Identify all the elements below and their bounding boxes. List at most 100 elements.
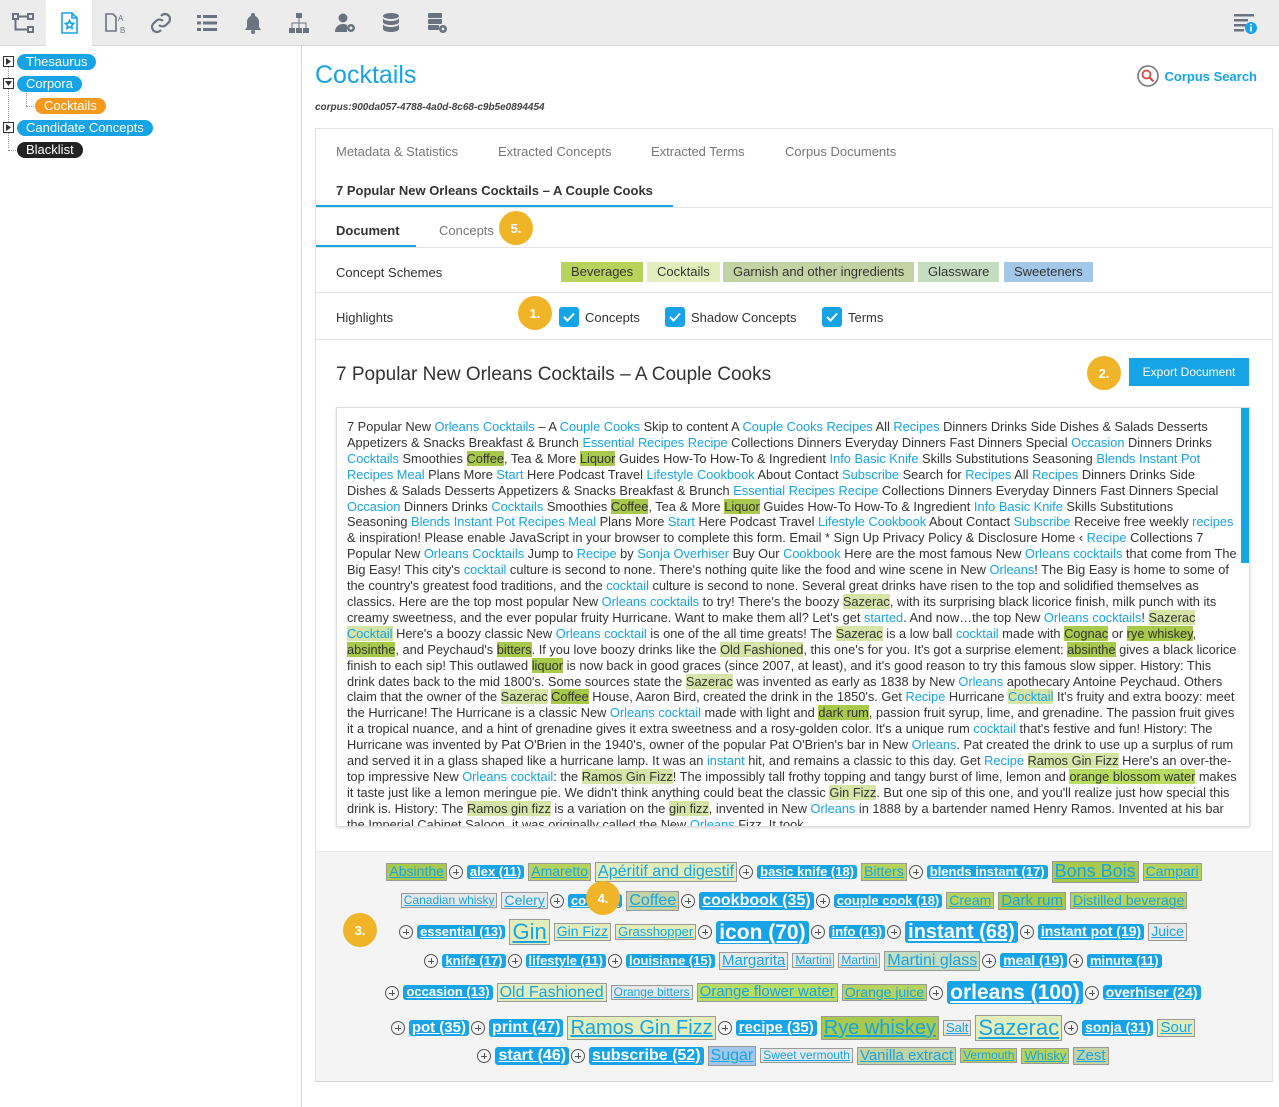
highlighted-term[interactable]: Meal bbox=[568, 514, 597, 530]
add-term-icon[interactable] bbox=[1068, 953, 1083, 968]
highlighted-term[interactable]: cocktails bbox=[650, 593, 700, 609]
highlighted-term[interactable]: instant bbox=[706, 753, 745, 769]
highlighted-term[interactable]: Lifestyle bbox=[817, 514, 865, 530]
document-scrollbar[interactable] bbox=[1241, 408, 1249, 563]
terms-checkbox[interactable]: Terms bbox=[822, 307, 883, 327]
info-list-icon[interactable] bbox=[1222, 0, 1268, 46]
tree-item-thesaurus[interactable]: Thesaurus bbox=[17, 54, 97, 70]
add-term-icon[interactable] bbox=[717, 1021, 732, 1036]
highlighted-term[interactable]: Cookbook bbox=[783, 546, 841, 562]
highlighted-term[interactable]: Coffee bbox=[551, 689, 589, 705]
concept-tag[interactable]: Zest bbox=[1073, 1046, 1109, 1066]
highlighted-term[interactable]: started bbox=[863, 609, 904, 625]
concept-tag[interactable]: Whisky bbox=[1021, 1047, 1070, 1064]
concept-tag[interactable]: Dark rum bbox=[998, 891, 1066, 911]
highlighted-term[interactable]: Essential bbox=[733, 482, 786, 498]
highlighted-term[interactable]: Couple Cooks bbox=[742, 419, 823, 434]
concept-tag[interactable]: Bons Bois bbox=[1051, 861, 1139, 883]
term-tag[interactable]: minute (11) bbox=[1086, 953, 1162, 968]
export-document-button[interactable]: Export Document bbox=[1129, 358, 1249, 386]
concept-tag[interactable]: Campari bbox=[1142, 863, 1202, 881]
add-term-icon[interactable] bbox=[549, 893, 564, 908]
highlighted-term[interactable]: Cocktails bbox=[347, 450, 399, 466]
term-tag[interactable]: subscribe (52) bbox=[589, 1047, 704, 1065]
highlighted-term[interactable]: Sazerac bbox=[685, 673, 733, 689]
concept-tag[interactable]: Rye whiskey bbox=[820, 1016, 939, 1041]
tab-document-title[interactable]: 7 Popular New Orleans Cocktails – A Coup… bbox=[336, 183, 653, 198]
highlighted-term[interactable]: Ramos gin fizz bbox=[466, 800, 551, 816]
highlighted-term[interactable]: Recipe bbox=[984, 753, 1024, 769]
scheme-chip-garnish[interactable]: Garnish and other ingredients bbox=[723, 262, 915, 282]
sitemap-icon[interactable] bbox=[0, 0, 46, 46]
link-icon[interactable] bbox=[138, 0, 184, 46]
highlighted-term[interactable]: Essential bbox=[582, 434, 635, 450]
term-tag[interactable]: meal (19) bbox=[1000, 952, 1067, 969]
highlighted-term[interactable]: Recipes bbox=[347, 466, 394, 482]
concept-tag[interactable]: Sazerac bbox=[975, 1015, 1063, 1042]
term-tag[interactable]: recipe (35) bbox=[735, 1019, 817, 1037]
user-settings-icon[interactable] bbox=[322, 0, 368, 46]
term-tag[interactable]: sonja (31) bbox=[1082, 1019, 1154, 1036]
highlighted-term[interactable]: Recipe bbox=[1086, 530, 1127, 546]
concept-tag[interactable]: Gin Fizz bbox=[553, 923, 612, 941]
highlighted-term[interactable]: Orleans bbox=[609, 705, 655, 721]
term-tag[interactable]: occasion (13) bbox=[403, 985, 493, 1000]
term-tag[interactable]: print (47) bbox=[488, 1019, 564, 1037]
concept-tag[interactable]: Juice bbox=[1148, 923, 1187, 941]
shadow-concepts-checkbox[interactable]: Shadow Concepts bbox=[665, 307, 797, 327]
highlighted-term[interactable]: Couple Cooks bbox=[559, 419, 641, 434]
concept-tag[interactable]: Gin bbox=[509, 919, 550, 946]
tree-item-blacklist[interactable]: Blacklist bbox=[17, 142, 83, 158]
term-tag[interactable]: instant pot (19) bbox=[1037, 923, 1145, 940]
highlighted-term[interactable]: orange blossom water bbox=[1069, 768, 1196, 784]
highlighted-term[interactable]: Recipes bbox=[826, 419, 873, 434]
subtab-document[interactable]: Document bbox=[336, 223, 400, 238]
highlighted-term[interactable]: cocktail bbox=[955, 625, 999, 641]
highlighted-term[interactable]: Recipes bbox=[965, 466, 1012, 482]
document-viewer[interactable]: 7 Popular New Orleans Cocktails – A Coup… bbox=[336, 407, 1250, 827]
highlighted-term[interactable]: Recipe bbox=[838, 482, 879, 498]
highlighted-term[interactable]: Lifestyle bbox=[646, 466, 694, 482]
highlighted-term[interactable]: cocktail bbox=[658, 705, 701, 721]
add-term-icon[interactable] bbox=[424, 953, 439, 968]
highlighted-term[interactable]: Blends bbox=[1096, 450, 1136, 466]
add-term-icon[interactable] bbox=[908, 864, 923, 879]
highlighted-term[interactable]: Orleans bbox=[601, 593, 647, 609]
term-tag[interactable]: essential (13) bbox=[417, 924, 506, 940]
term-tag[interactable]: orleans (100) bbox=[947, 981, 1083, 1005]
concept-tag[interactable]: Orange flower water bbox=[696, 983, 838, 1002]
concept-tag[interactable]: Sweet vermouth bbox=[760, 1048, 853, 1064]
highlighted-term[interactable]: Coffee bbox=[610, 498, 649, 514]
highlighted-term[interactable]: Basic Knife bbox=[854, 450, 919, 466]
highlighted-term[interactable]: Orleans bbox=[434, 419, 480, 434]
term-tag[interactable]: knife (17) bbox=[442, 953, 506, 968]
tree-item-cocktails[interactable]: Cocktails bbox=[35, 98, 106, 114]
add-term-icon[interactable] bbox=[399, 925, 414, 940]
highlighted-term[interactable]: Cocktails bbox=[472, 546, 525, 562]
concept-tag[interactable]: Orange bitters bbox=[610, 984, 693, 1001]
highlighted-term[interactable]: Sazerac bbox=[500, 689, 548, 705]
concept-tag[interactable]: Old Fashioned bbox=[496, 982, 607, 1003]
concept-tag[interactable]: Cream bbox=[946, 892, 995, 910]
scheme-chip-beverages[interactable]: Beverages bbox=[561, 262, 644, 282]
highlighted-term[interactable]: Orleans bbox=[989, 562, 1035, 578]
concept-tag[interactable]: Salt bbox=[943, 1019, 972, 1037]
highlighted-term[interactable]: absinthe bbox=[1067, 641, 1116, 657]
highlighted-term[interactable]: Recipes bbox=[518, 514, 565, 530]
term-tag[interactable]: cookbook (35) bbox=[699, 892, 814, 910]
add-term-icon[interactable] bbox=[470, 1021, 485, 1036]
tab-extracted-concepts[interactable]: Extracted Concepts bbox=[498, 144, 612, 159]
scheme-chip-cocktails[interactable]: Cocktails bbox=[647, 262, 720, 282]
term-tag[interactable]: lifestyle (11) bbox=[525, 953, 606, 968]
highlighted-term[interactable]: Start bbox=[496, 466, 524, 482]
database-icon[interactable] bbox=[368, 0, 414, 46]
add-term-icon[interactable] bbox=[390, 1021, 405, 1036]
highlighted-term[interactable]: Orleans bbox=[958, 673, 1004, 689]
highlighted-term[interactable]: Subscribe bbox=[1013, 514, 1071, 530]
concept-tag[interactable]: Apéritif and digestif bbox=[595, 862, 738, 882]
highlighted-term[interactable]: cocktail bbox=[604, 625, 647, 641]
highlighted-term[interactable]: Recipes bbox=[1032, 466, 1079, 482]
add-term-icon[interactable] bbox=[1064, 1021, 1079, 1036]
tab-corpus-documents[interactable]: Corpus Documents bbox=[785, 144, 897, 159]
add-term-icon[interactable] bbox=[385, 985, 400, 1000]
